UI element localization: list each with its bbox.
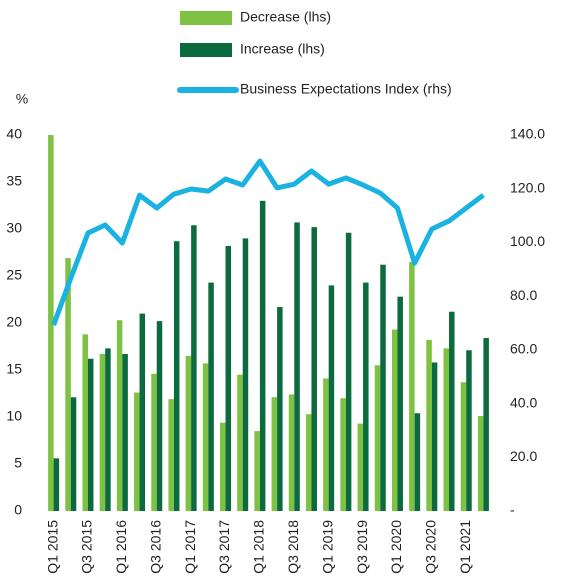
bar bbox=[70, 397, 77, 511]
bar bbox=[277, 307, 283, 511]
y-tick-label: 40 bbox=[6, 126, 22, 142]
bar bbox=[305, 414, 312, 511]
x-tick-label: Q1 2021 bbox=[457, 520, 473, 574]
x-tick-label: Q1 2018 bbox=[251, 520, 267, 574]
bar bbox=[311, 227, 317, 511]
bar bbox=[460, 382, 467, 511]
y-tick-label: 30 bbox=[6, 220, 22, 236]
x-tick-label: Q1 2019 bbox=[319, 520, 335, 574]
bar bbox=[139, 313, 146, 511]
bar bbox=[259, 200, 266, 512]
y2-tick-label: 120.0 bbox=[510, 179, 545, 195]
bar bbox=[397, 296, 403, 511]
bar bbox=[48, 135, 54, 511]
y2-tick-label: 100.0 bbox=[510, 233, 545, 249]
x-tick-label: Q3 2020 bbox=[423, 520, 439, 574]
bar bbox=[237, 374, 243, 511]
bar bbox=[185, 355, 192, 511]
bar bbox=[208, 282, 214, 511]
bar bbox=[225, 245, 232, 512]
bar bbox=[82, 334, 88, 511]
y2-tick-label: 60.0 bbox=[510, 341, 537, 357]
bar bbox=[53, 458, 60, 511]
bar bbox=[116, 320, 123, 511]
bar bbox=[134, 392, 140, 511]
bar bbox=[288, 394, 295, 511]
bar bbox=[374, 365, 381, 511]
bar bbox=[151, 373, 157, 511]
bar bbox=[483, 338, 489, 511]
x-tick-label: Q3 2017 bbox=[216, 520, 232, 574]
bar bbox=[345, 232, 352, 511]
y2-tick-label: 20.0 bbox=[510, 448, 537, 464]
bar bbox=[328, 285, 335, 511]
legend-label: Business Expectations Index (rhs) bbox=[240, 81, 452, 97]
bar bbox=[409, 261, 415, 511]
bar bbox=[87, 358, 94, 511]
bar bbox=[220, 422, 226, 511]
x-tick-label: Q3 2018 bbox=[285, 520, 301, 574]
bar bbox=[122, 354, 128, 511]
bar bbox=[363, 282, 369, 511]
x-tick-label: Q1 2017 bbox=[182, 520, 198, 574]
bar bbox=[380, 264, 386, 511]
x-tick-label: Q1 2015 bbox=[44, 520, 60, 574]
bar bbox=[65, 258, 71, 511]
legend-swatch bbox=[180, 11, 232, 25]
y-tick-label: 10 bbox=[6, 408, 22, 424]
bar bbox=[242, 238, 249, 511]
y-tick-label: 20 bbox=[6, 314, 22, 330]
y-tick-label: 0 bbox=[14, 502, 22, 518]
bar bbox=[357, 423, 364, 511]
y2-tick-label: - bbox=[510, 502, 515, 518]
x-tick-label: Q1 2016 bbox=[113, 520, 129, 574]
bar bbox=[168, 399, 174, 511]
y-tick-label: 5 bbox=[14, 455, 22, 471]
line bbox=[51, 158, 485, 327]
bar bbox=[443, 348, 450, 511]
bar bbox=[191, 225, 197, 512]
x-tick-label: Q3 2015 bbox=[79, 520, 95, 574]
bar bbox=[271, 397, 278, 511]
bar bbox=[391, 329, 398, 511]
bar bbox=[105, 348, 111, 511]
bar bbox=[254, 431, 260, 511]
bar bbox=[414, 413, 421, 511]
legend-swatch bbox=[180, 43, 232, 57]
bar bbox=[477, 416, 484, 511]
bar bbox=[449, 311, 455, 511]
y2-tick-label: 40.0 bbox=[510, 394, 537, 410]
bar bbox=[173, 241, 180, 511]
bar bbox=[466, 350, 472, 511]
x-tick-label: Q1 2020 bbox=[388, 520, 404, 574]
x-tick-label: Q3 2019 bbox=[354, 520, 370, 574]
legend-label: Increase (lhs) bbox=[240, 41, 325, 57]
y-tick-label: 35 bbox=[6, 173, 22, 189]
y2-tick-label: 80.0 bbox=[510, 287, 537, 303]
y2-tick-label: 140.0 bbox=[510, 126, 545, 142]
bar bbox=[323, 378, 329, 511]
x-tick-label: Q3 2016 bbox=[147, 520, 163, 574]
bar bbox=[426, 339, 432, 511]
bar bbox=[202, 363, 209, 511]
y-axis-label: % bbox=[16, 91, 28, 107]
bar bbox=[294, 222, 300, 512]
y-tick-label: 15 bbox=[6, 361, 22, 377]
bar bbox=[340, 398, 346, 511]
legend-label: Decrease (lhs) bbox=[240, 9, 331, 25]
y-tick-label: 25 bbox=[6, 267, 22, 283]
bar bbox=[431, 362, 438, 511]
bar bbox=[156, 321, 163, 511]
bar bbox=[99, 354, 106, 511]
